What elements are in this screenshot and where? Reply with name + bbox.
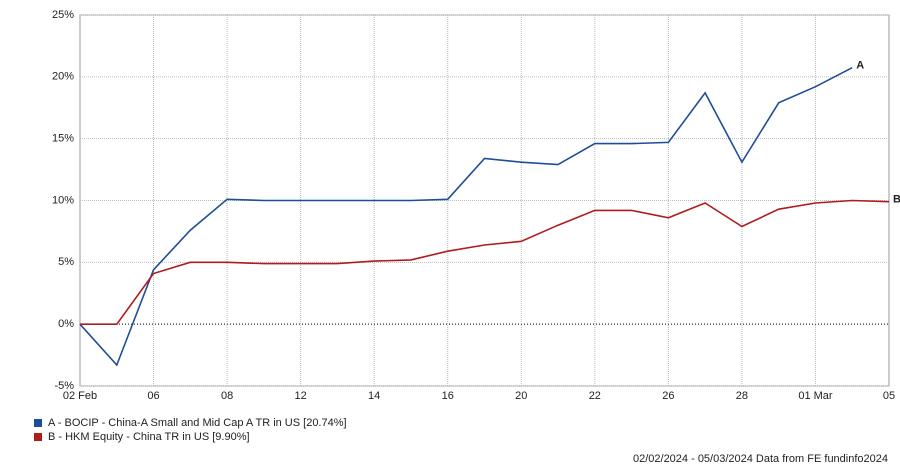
legend-swatch [34,433,42,441]
y-tick-label: 20% [52,71,74,83]
x-tick-label: 02 Feb [63,390,97,402]
x-tick-label: 08 [221,390,233,402]
y-tick-label: 0% [58,318,74,330]
x-tick-label: 14 [368,390,380,402]
y-tick-label: 10% [52,194,74,206]
y-tick-label: -5% [54,380,74,392]
x-tick-label: 16 [442,390,454,402]
series-line [80,199,890,325]
x-tick-label: 12 [295,390,307,402]
x-tick-label: 26 [662,390,674,402]
x-tick-label: 28 [736,390,748,402]
legend-label: B - HKM Equity - China TR in US [9.90%] [48,431,250,443]
y-tick-label: 15% [52,133,74,145]
legend-label: A - BOCIP - China-A Small and Mid Cap A … [48,417,347,429]
series-end-label: A [856,60,864,72]
y-tick-label: 5% [58,256,74,268]
y-tick-label: 25% [52,9,74,21]
series-line [79,66,853,367]
series-end-label: B [893,194,900,206]
x-tick-label: 22 [589,390,601,402]
x-tick-label: 01 Mar [798,390,833,402]
x-tick-label: 05 [883,390,895,402]
x-tick-label: 20 [515,390,527,402]
x-tick-label: 06 [147,390,159,402]
footer: 02/02/2024 - 05/03/2024 Data from FE fun… [633,453,888,465]
legend-swatch [34,419,42,427]
